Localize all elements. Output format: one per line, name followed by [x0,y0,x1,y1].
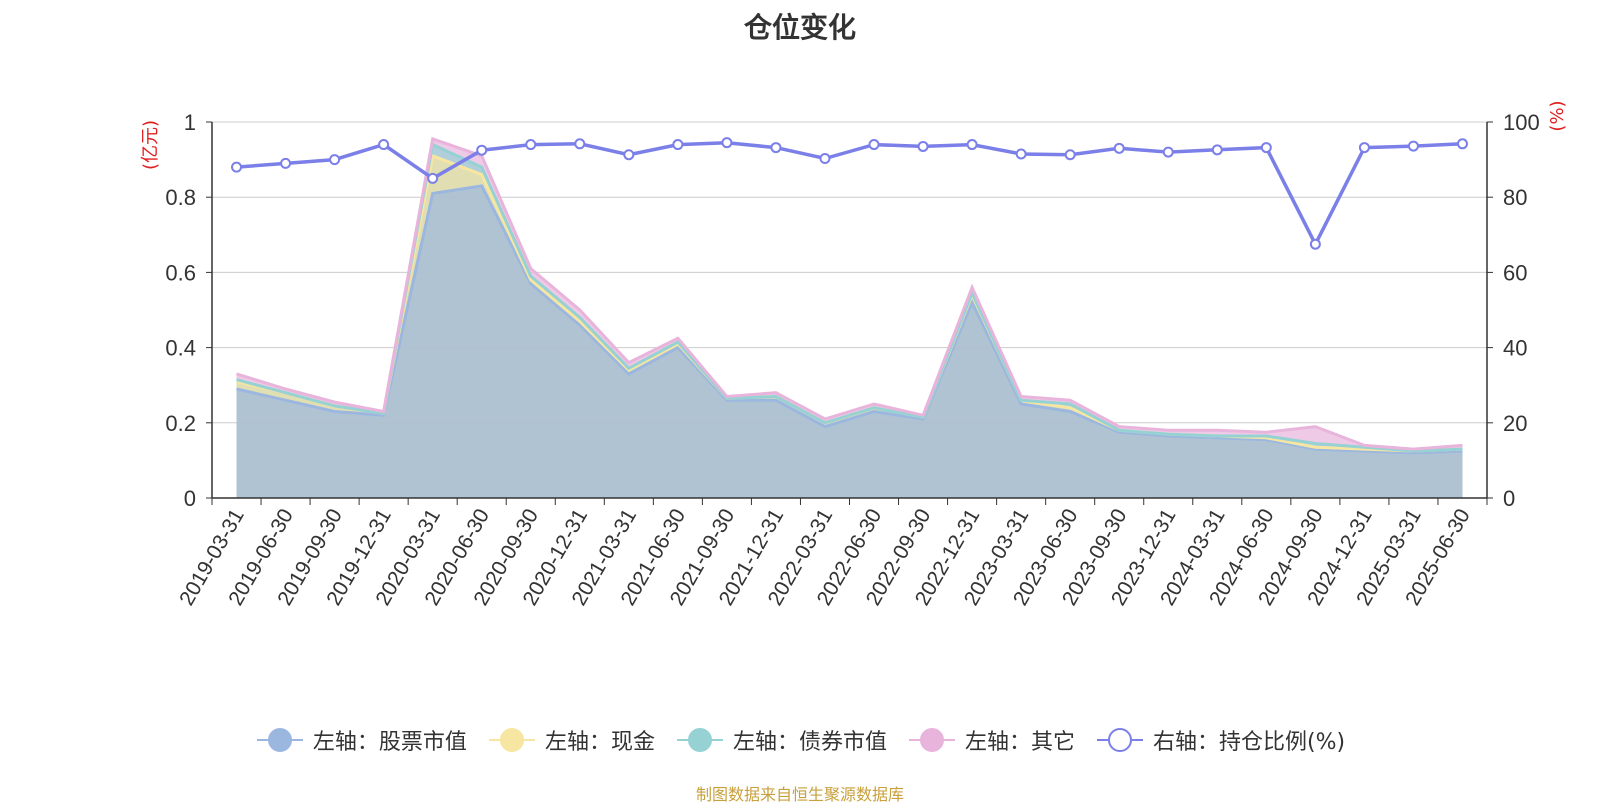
legend-item[interactable]: 右轴：持仓比例(%) [1095,724,1345,756]
y-left-tick-label: 0.8 [165,185,196,210]
holding-ratio-point [1113,142,1125,154]
legend-label: 左轴：债券市值 [732,730,887,755]
holding-ratio-point [966,139,978,151]
holding-ratio-point [1309,238,1321,250]
legend-marker-icon [908,728,955,752]
holding-ratio-point [868,139,880,151]
holding-ratio-point [427,172,439,184]
holding-ratio-point [1162,146,1174,158]
y-right-tick-label: 20 [1503,411,1527,436]
y-left-tick-label: 1 [184,110,196,135]
holding-ratio-point [721,137,733,149]
chart-title: 仓位变化 [743,11,856,44]
legend-item[interactable]: 左轴：股票市值 [255,724,467,756]
holding-ratio-point [1260,142,1272,154]
area-edge-左轴：债券市值 [236,142,1463,453]
y-right-unit-label: (%) [1547,100,1568,131]
holding-ratio-point [1211,144,1223,156]
holding-ratio-point [525,139,537,151]
area-edge-左轴：股票市值 [236,184,1463,455]
legend-marker-icon [256,728,303,752]
holding-ratio-point [476,144,488,156]
holding-ratio-point [1456,138,1468,150]
holding-ratio-point [1015,148,1027,160]
y-left-unit-label: (亿元) [140,120,161,170]
y-right-tick-label: 60 [1503,260,1527,285]
holding-ratio-point [917,140,929,152]
legend-label: 右轴：持仓比例(%) [1152,730,1346,755]
holding-ratio-point [231,161,243,173]
area-左轴：股票市值 [236,185,1463,498]
holding-ratio-point [1358,142,1370,154]
series-line-holding-ratio [236,140,1463,249]
legend-label: 左轴：其它 [964,730,1075,755]
y-right-tick-label: 80 [1503,185,1527,210]
y-right-tick-label: 40 [1503,336,1527,361]
legend-item[interactable]: 左轴：现金 [487,724,655,756]
holding-ratio-point [819,152,831,164]
y-left-tick-label: 0 [184,486,196,511]
holding-ratio-point [378,139,390,151]
holding-ratio-point [280,157,292,169]
holding-ratio-point [770,142,782,154]
holding-ratio-point [574,138,586,150]
y-left-tick-label: 0.6 [165,260,196,285]
holding-ratio-point [1064,149,1076,161]
legend-marker-icon [1096,728,1143,752]
data-source-note: 制图数据来自恒生聚源数据库 [695,785,904,804]
legend-item[interactable]: 左轴：其它 [907,724,1075,756]
legend-marker-icon [488,728,535,752]
chart-legend: 左轴：股票市值 左轴：现金 左轴：债券市值 左轴：其它 右轴：持仓比例(%) [0,724,1600,759]
holding-ratio-point [672,139,684,151]
y-right-tick-label: 100 [1503,110,1540,135]
y-right-tick-label: 0 [1503,486,1515,511]
y-left-tick-label: 0.4 [165,336,196,361]
y-left-tick-label: 0.2 [165,411,196,436]
legend-label: 左轴：现金 [544,730,655,755]
legend-label: 左轴：股票市值 [312,730,467,755]
holding-ratio-point [1407,140,1419,152]
legend-item[interactable]: 左轴：债券市值 [675,724,887,756]
area-edge-左轴：其它 [236,136,1463,451]
holding-ratio-point [329,154,341,166]
legend-marker-icon [676,728,723,752]
holding-ratio-point [623,149,635,161]
